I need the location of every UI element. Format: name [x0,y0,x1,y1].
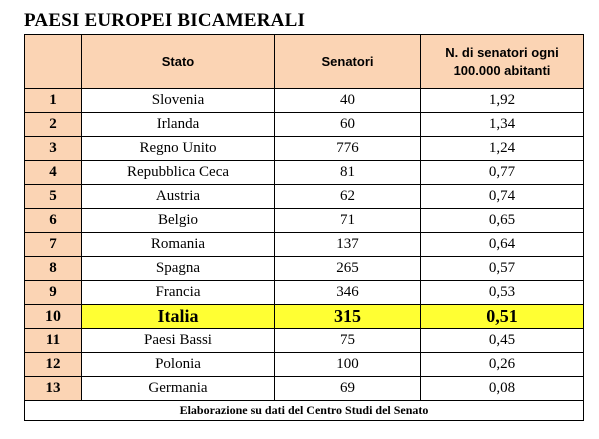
row-senators: 62 [274,184,421,209]
row-state: Paesi Bassi [81,328,275,353]
row-rank: 6 [24,208,82,233]
table-row: 7 Romania 137 0,64 [24,232,584,257]
row-state: Regno Unito [81,136,275,161]
source-note: Elaborazione su dati del Centro Studi de… [24,400,584,421]
header-row: Stato Senatori N. di senatori ogni 100.0… [24,34,584,89]
table-row: 5 Austria 62 0,74 [24,184,584,209]
row-state: Slovenia [81,88,275,113]
row-state: Belgio [81,208,275,233]
table-row: 12 Polonia 100 0,26 [24,352,584,377]
header-per100k: N. di senatori ogni 100.000 abitanti [420,34,584,89]
row-per100k: 0,08 [420,376,584,401]
table-row: 13 Germania 69 0,08 [24,376,584,401]
row-rank: 11 [24,328,82,353]
row-per100k: 0,26 [420,352,584,377]
row-per100k: 0,57 [420,256,584,281]
row-per100k: 0,77 [420,160,584,185]
row-rank: 12 [24,352,82,377]
table-row: 4 Repubblica Ceca 81 0,77 [24,160,584,185]
row-state: Spagna [81,256,275,281]
row-senators: 137 [274,232,421,257]
row-senators: 776 [274,136,421,161]
row-per100k: 0,53 [420,280,584,305]
row-per100k: 1,34 [420,112,584,137]
row-state: Austria [81,184,275,209]
table-row: 9 Francia 346 0,53 [24,280,584,305]
row-senators: 265 [274,256,421,281]
row-senators: 75 [274,328,421,353]
row-senators: 69 [274,376,421,401]
table-row-highlighted: 10 Italia 315 0,51 [24,304,584,329]
row-senators: 81 [274,160,421,185]
row-rank: 3 [24,136,82,161]
table-row: 6 Belgio 71 0,65 [24,208,584,233]
row-rank: 10 [24,304,82,329]
row-per100k: 0,74 [420,184,584,209]
row-rank: 1 [24,88,82,113]
table-row: 2 Irlanda 60 1,34 [24,112,584,137]
row-state: Romania [81,232,275,257]
page-title: PAESI EUROPEI BICAMERALI [24,10,306,31]
row-per100k: 0,45 [420,328,584,353]
row-state: Germania [81,376,275,401]
row-state: Italia [81,304,275,329]
footer-row: Elaborazione su dati del Centro Studi de… [24,400,584,421]
row-state: Francia [81,280,275,305]
header-state: Stato [81,34,275,89]
row-per100k: 1,24 [420,136,584,161]
row-per100k: 0,65 [420,208,584,233]
row-senators: 100 [274,352,421,377]
row-senators: 346 [274,280,421,305]
row-rank: 8 [24,256,82,281]
row-per100k: 1,92 [420,88,584,113]
row-rank: 5 [24,184,82,209]
header-rank [24,34,82,89]
row-rank: 2 [24,112,82,137]
row-senators: 71 [274,208,421,233]
table-row: 3 Regno Unito 776 1,24 [24,136,584,161]
table-row: 8 Spagna 265 0,57 [24,256,584,281]
table-row: 11 Paesi Bassi 75 0,45 [24,328,584,353]
row-senators: 315 [274,304,421,329]
table-row: 1 Slovenia 40 1,92 [24,88,584,113]
row-rank: 7 [24,232,82,257]
row-senators: 60 [274,112,421,137]
row-senators: 40 [274,88,421,113]
row-rank: 4 [24,160,82,185]
senators-table: Stato Senatori N. di senatori ogni 100.0… [24,34,584,421]
row-rank: 13 [24,376,82,401]
row-per100k: 0,64 [420,232,584,257]
row-rank: 9 [24,280,82,305]
header-senators: Senatori [274,34,421,89]
row-state: Repubblica Ceca [81,160,275,185]
row-per100k: 0,51 [420,304,584,329]
row-state: Irlanda [81,112,275,137]
row-state: Polonia [81,352,275,377]
